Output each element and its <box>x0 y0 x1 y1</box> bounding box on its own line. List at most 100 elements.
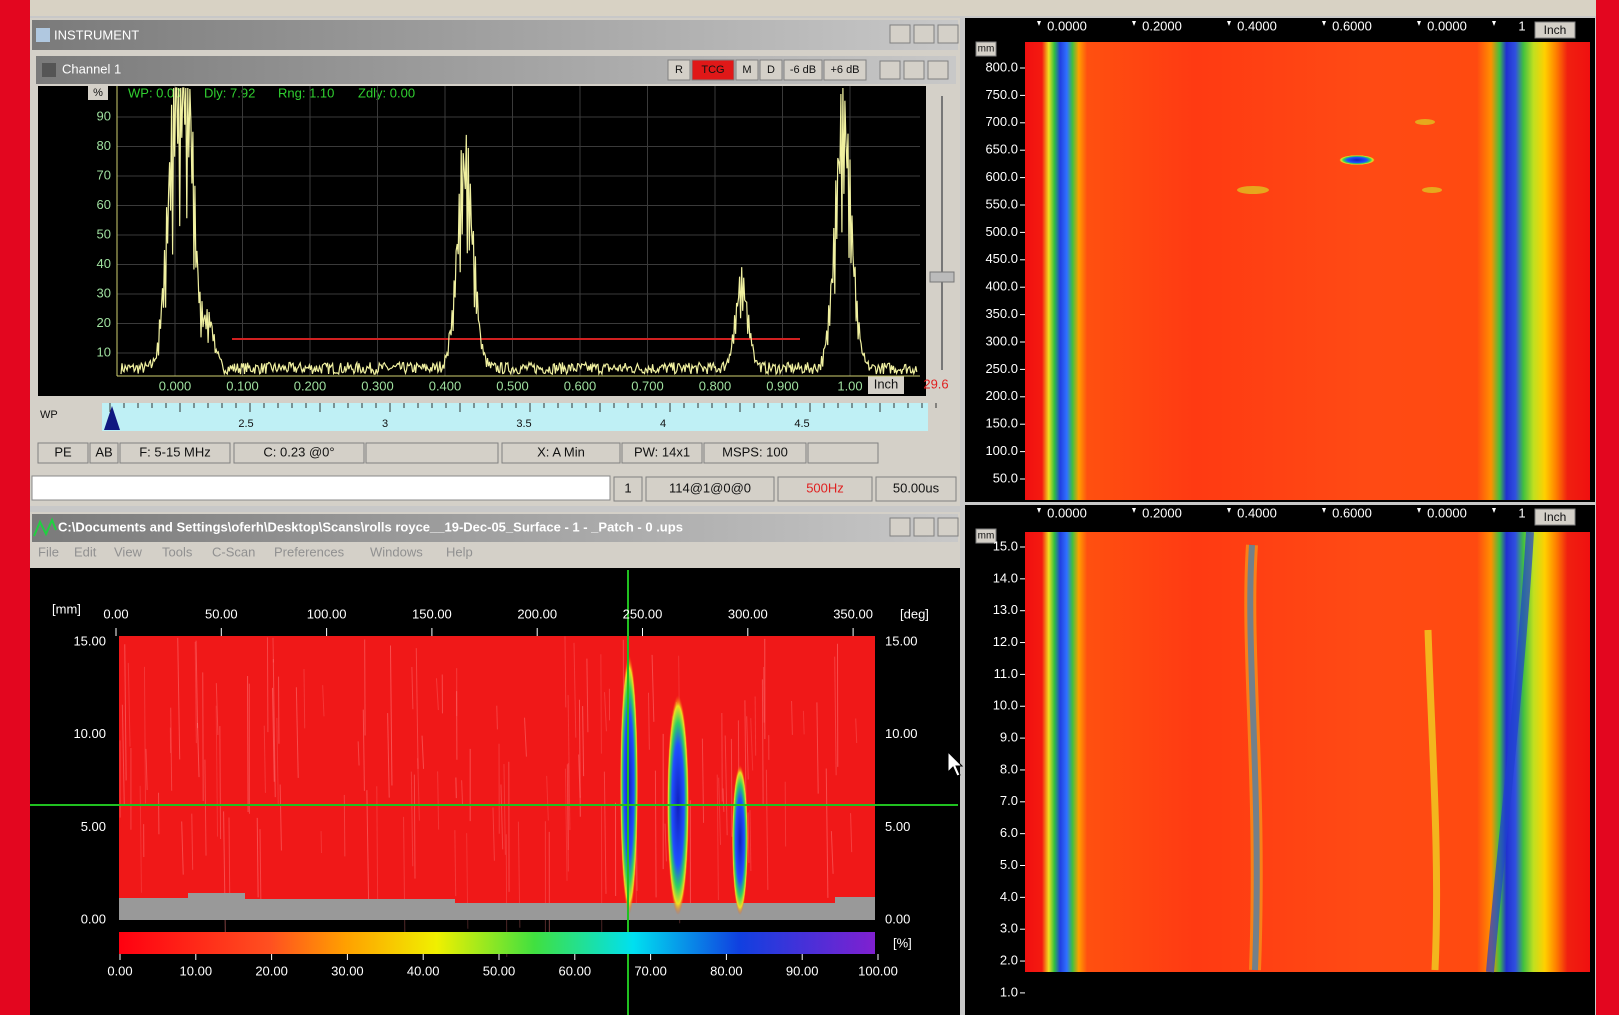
texture <box>414 775 415 879</box>
y-tick-label: 350.0 <box>985 306 1018 321</box>
y-tick-label: 11.0 <box>994 666 1018 681</box>
button-label: R <box>675 64 683 76</box>
menu-item[interactable]: Windows <box>370 544 423 559</box>
colorbar-label: 20.00 <box>255 963 288 978</box>
x-tick-label: 350.00 <box>833 606 873 621</box>
y-unit: % <box>93 87 103 99</box>
x-tick-label: 0.4000 <box>1237 18 1277 33</box>
indication <box>1415 119 1435 125</box>
y-tick-label: 60 <box>97 197 111 212</box>
colorbar-label: 90.00 <box>786 963 819 978</box>
menu-item[interactable]: View <box>114 544 143 559</box>
x-tick-label: 0.500 <box>496 378 529 393</box>
colorbar-label: 100.00 <box>858 963 898 978</box>
status-text: C: 0.23 @0° <box>263 444 334 459</box>
x-tick-label: 0.900 <box>766 378 799 393</box>
menu-item[interactable]: Help <box>446 544 473 559</box>
y-tick-label: 13.0 <box>993 602 1018 617</box>
y-tick-label: 0.00 <box>81 912 106 927</box>
y-tick-label: 5.00 <box>81 819 106 834</box>
x-tick-label: 0.000 <box>159 378 192 393</box>
menu-item[interactable]: Preferences <box>274 544 345 559</box>
y-tick-label: 300.0 <box>985 333 1018 348</box>
x-tick-label: 0.700 <box>631 378 664 393</box>
bscan-image <box>1025 532 1590 972</box>
x-tick-label: 200.00 <box>517 606 557 621</box>
top-strip <box>30 0 1596 16</box>
color-bar <box>119 932 875 954</box>
y-tick-label: 2.0 <box>1000 952 1018 967</box>
command-input[interactable] <box>32 476 610 500</box>
window-title: INSTRUMENT <box>54 27 139 42</box>
menu-item[interactable]: File <box>38 544 59 559</box>
x-tick-label: 0.800 <box>699 378 732 393</box>
y-tick-label: 10.00 <box>73 726 106 741</box>
y-tick-label: 10.0 <box>993 698 1018 713</box>
menu-item[interactable]: Edit <box>74 544 97 559</box>
x-tick-label: 1.00 <box>837 378 862 393</box>
x-tick-label: 0.6000 <box>1332 18 1372 33</box>
x-tick-label: 0.0000 <box>1047 505 1087 520</box>
indication <box>1250 545 1256 970</box>
status-text: F: 5-15 MHz <box>139 444 211 459</box>
y-tick-label: 500.0 <box>985 224 1018 239</box>
y-tick-label: 15.0 <box>993 538 1018 553</box>
x-tick-label: 300.00 <box>728 606 768 621</box>
max-button <box>904 61 924 79</box>
readout: Dly: 7.92 <box>204 85 255 100</box>
footer-text: 500Hz <box>806 480 844 495</box>
y-tick-label: 150.0 <box>985 416 1018 431</box>
y2-tick-label: 10.00 <box>885 726 918 741</box>
menu-item[interactable]: C-Scan <box>212 544 255 559</box>
y-tick-label: 15.00 <box>73 633 106 648</box>
title-bar <box>32 20 958 50</box>
y-unit: [mm] <box>52 601 81 616</box>
footer-text: 50.00us <box>893 480 940 495</box>
y2-tick-label: 5.00 <box>885 819 910 834</box>
wp-label: WP <box>40 409 58 421</box>
color-unit: [%] <box>893 935 912 950</box>
y-tick-label: 70 <box>97 167 111 182</box>
texture <box>731 739 732 837</box>
slider-thumb[interactable] <box>930 272 954 282</box>
ruler-label: 4 <box>660 418 666 430</box>
max-button <box>914 518 934 536</box>
y-tick-label: 10 <box>97 344 111 359</box>
x-unit: [deg] <box>900 606 929 621</box>
channel-icon <box>42 63 56 77</box>
status-text: PE <box>54 444 72 459</box>
button-label: -6 dB <box>790 64 816 76</box>
colorbar-label: 40.00 <box>407 963 440 978</box>
y-unit: mm <box>978 44 995 55</box>
y-tick-label: 1.0 <box>1000 984 1018 999</box>
texture <box>655 771 656 898</box>
ruler-label: 3 <box>382 418 388 430</box>
y-tick-label: 20 <box>97 315 111 330</box>
x-tick-label: 0.6000 <box>1332 505 1372 520</box>
x-tick-label: 0.200 <box>294 378 327 393</box>
button-label: D <box>767 64 775 76</box>
status-text: MSPS: 100 <box>722 444 788 459</box>
y-tick-label: 700.0 <box>985 114 1018 129</box>
y2-tick-label: 0.00 <box>885 912 910 927</box>
x-tick-label: 0.00 <box>103 606 128 621</box>
y2-tick-label: 15.00 <box>885 633 918 648</box>
footer-text: 1 <box>624 480 631 495</box>
status-text: AB <box>95 444 112 459</box>
x-tick-label: 0.0000 <box>1427 505 1467 520</box>
texture <box>755 696 756 755</box>
readout: Zdly: 0.00 <box>358 85 415 100</box>
window-title: C:\Documents and Settings\oferh\Desktop\… <box>58 519 683 534</box>
footer-text: 114@1@0@0 <box>669 480 751 495</box>
indication <box>1422 187 1442 193</box>
x-tick-label: 1 <box>1518 18 1525 33</box>
y-tick-label: 50.0 <box>993 470 1018 485</box>
ruler-label: 3.5 <box>516 418 531 430</box>
x-unit: Inch <box>874 376 899 391</box>
x-tick-label: 150.00 <box>412 606 452 621</box>
x-tick-label: 0.400 <box>429 378 462 393</box>
colorbar-label: 30.00 <box>331 963 364 978</box>
bscan-bottom <box>965 505 1595 1015</box>
menu-item[interactable]: Tools <box>162 544 193 559</box>
min-button <box>890 25 910 43</box>
